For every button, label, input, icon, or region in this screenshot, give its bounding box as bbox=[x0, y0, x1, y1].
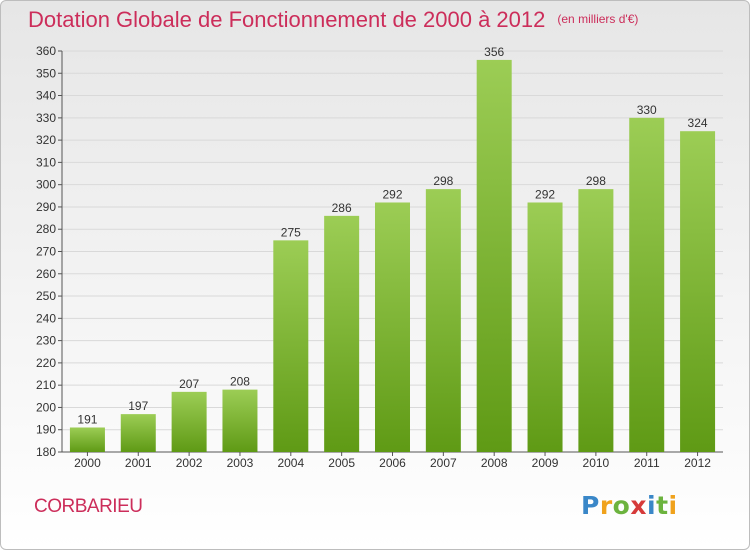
y-tick-label: 200 bbox=[36, 400, 56, 414]
y-tick-label: 360 bbox=[36, 44, 56, 58]
logo-letter: P bbox=[581, 491, 600, 520]
y-tick-label: 230 bbox=[36, 334, 56, 348]
bar-value-label: 324 bbox=[688, 116, 708, 130]
logo-letter: x bbox=[630, 491, 647, 520]
x-tick-label: 2003 bbox=[227, 456, 254, 470]
x-tick-label: 2002 bbox=[176, 456, 203, 470]
proxiti-logo: Proxiti bbox=[581, 491, 678, 520]
x-tick-label: 2012 bbox=[684, 456, 711, 470]
x-tick-label: 2001 bbox=[125, 456, 152, 470]
logo-letter: i bbox=[668, 491, 678, 520]
bar bbox=[425, 189, 461, 452]
bar bbox=[222, 389, 258, 452]
x-tick-label: 2007 bbox=[430, 456, 457, 470]
town-name: CORBARIEU bbox=[34, 496, 143, 517]
bar-value-label: 197 bbox=[128, 399, 148, 413]
x-tick-label: 2000 bbox=[74, 456, 101, 470]
bar-value-label: 292 bbox=[535, 187, 555, 201]
bar-value-label: 330 bbox=[637, 103, 657, 117]
logo-letter: i bbox=[647, 491, 657, 520]
x-tick-label: 2009 bbox=[532, 456, 559, 470]
chart-title: Dotation Globale de Fonctionnement de 20… bbox=[28, 7, 638, 33]
bar-value-label: 298 bbox=[586, 174, 606, 188]
chart-title-text: Dotation Globale de Fonctionnement de 20… bbox=[28, 7, 546, 32]
bar bbox=[324, 215, 360, 452]
y-tick-label: 350 bbox=[36, 66, 56, 80]
y-tick-label: 190 bbox=[36, 423, 56, 437]
y-tick-label: 290 bbox=[36, 200, 56, 214]
bar-value-label: 208 bbox=[230, 375, 250, 389]
y-tick-label: 270 bbox=[36, 245, 56, 259]
bar bbox=[527, 202, 563, 452]
bar-value-label: 298 bbox=[433, 174, 453, 188]
bar-value-label: 292 bbox=[382, 187, 402, 201]
bar-value-label: 286 bbox=[332, 201, 352, 215]
bar-value-label: 356 bbox=[484, 45, 504, 59]
y-tick-label: 180 bbox=[36, 445, 56, 459]
y-tick-label: 210 bbox=[36, 378, 56, 392]
y-tick-label: 280 bbox=[36, 222, 56, 236]
chart-subtitle: (en milliers d'€) bbox=[557, 12, 639, 26]
y-tick-label: 310 bbox=[36, 155, 56, 169]
bar bbox=[578, 189, 614, 452]
x-tick-label: 2005 bbox=[328, 456, 355, 470]
y-tick-label: 340 bbox=[36, 89, 56, 103]
logo-letter: t bbox=[656, 491, 669, 520]
bar bbox=[476, 59, 512, 453]
bar-value-label: 275 bbox=[281, 225, 301, 239]
bar bbox=[120, 414, 156, 452]
bar bbox=[629, 117, 665, 452]
y-tick-label: 330 bbox=[36, 111, 56, 125]
x-tick-label: 2004 bbox=[277, 456, 304, 470]
bar bbox=[273, 240, 309, 452]
bar bbox=[171, 391, 207, 452]
bar bbox=[375, 202, 410, 452]
x-tick-label: 2011 bbox=[634, 456, 660, 470]
logo-letter: r bbox=[599, 491, 613, 520]
y-tick-label: 250 bbox=[36, 289, 56, 303]
y-tick-label: 220 bbox=[36, 356, 56, 370]
bar-value-label: 207 bbox=[179, 377, 199, 391]
bar bbox=[69, 427, 105, 452]
x-tick-label: 2006 bbox=[379, 456, 406, 470]
y-tick-label: 260 bbox=[36, 267, 56, 281]
bar-value-label: 191 bbox=[77, 412, 97, 426]
x-tick-label: 2008 bbox=[481, 456, 508, 470]
logo-letter: o bbox=[612, 491, 631, 520]
y-tick-label: 320 bbox=[36, 133, 56, 147]
y-tick-label: 300 bbox=[36, 178, 56, 192]
x-tick-label: 2010 bbox=[583, 456, 610, 470]
y-tick-label: 240 bbox=[36, 311, 56, 325]
bar bbox=[680, 131, 716, 452]
